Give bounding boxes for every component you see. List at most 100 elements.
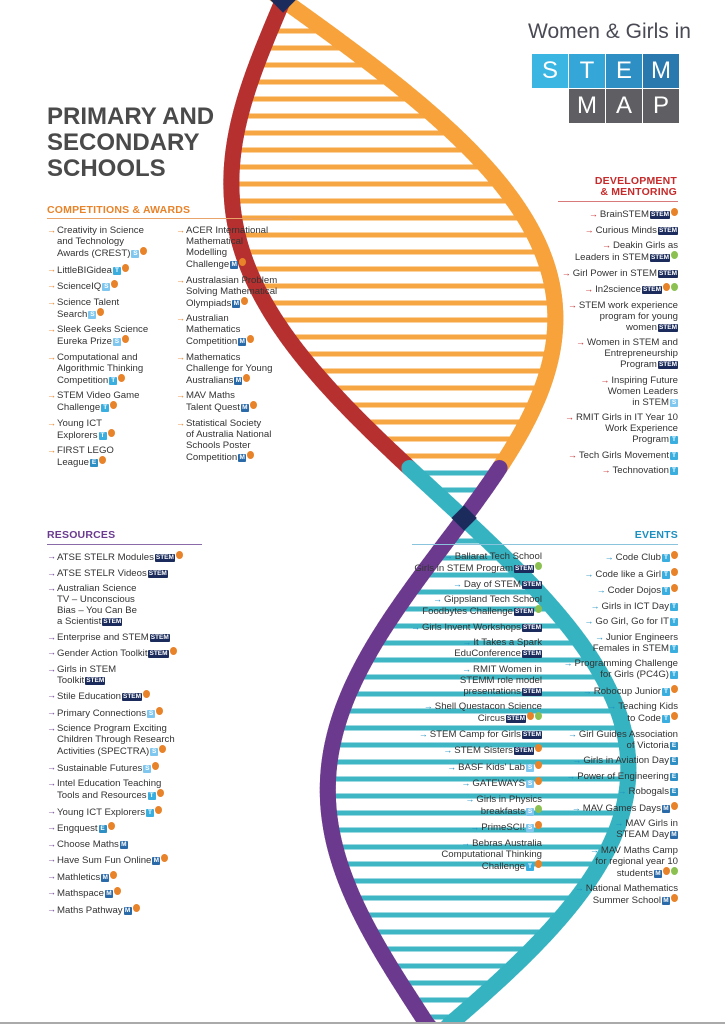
badge-dot-icon	[156, 789, 164, 797]
badge-dot-icon	[99, 456, 107, 464]
list-item[interactable]: → Robogals E	[552, 786, 678, 797]
list-item-text: Have Sum Fun Online	[57, 855, 152, 866]
list-item-text: Activities (SPECTRA)	[57, 746, 150, 757]
list-item-text: Australian Science	[57, 583, 137, 594]
list-item[interactable]: → Girls in Physics breakfasts S	[410, 794, 542, 817]
list-item[interactable]: → Robocup Junior T	[552, 684, 678, 697]
list-item[interactable]: → Inspiring Future Women Leaders in STEM S	[540, 375, 678, 408]
badge-stem: STEM	[657, 226, 678, 235]
list-item[interactable]: → Junior Engineers Females in STEM T	[552, 632, 678, 654]
list-item[interactable]: ACER InternationalMathematicalModellingC…	[176, 225, 294, 270]
badge-s: S	[147, 709, 156, 718]
list-item-text: Eureka Prize	[57, 336, 112, 347]
list-item-text: BASF Kids' Lab	[458, 761, 525, 773]
list-item[interactable]: → RMIT Girls in IT Year 10 Work Experience…	[540, 412, 678, 445]
list-item[interactable]: → Girls in Aviation Day E	[552, 755, 678, 766]
list-item[interactable]: → RMIT Women in STEMM role model presentati…	[410, 664, 542, 697]
list-item[interactable]: → Gippsland Tech School Foodbytes Challeng…	[410, 594, 542, 617]
competitions-rule	[47, 218, 292, 219]
list-item[interactable]: → Bebras Australia Computational Thinking C…	[410, 838, 542, 872]
badge-s: S	[112, 338, 121, 346]
list-item[interactable]: → MAV Games Days M	[552, 801, 678, 814]
arrow-icon: →	[572, 755, 582, 765]
list-item[interactable]: → Code like a Girl T	[552, 567, 678, 580]
list-item[interactable]: → It Takes a Spark EduConference STEM	[410, 637, 542, 659]
list-item[interactable]: → Girl Power in STEM STEM	[540, 268, 678, 279]
list-item[interactable]: → Deakin Girls as Leaders in STEM STEM	[540, 240, 678, 263]
badge-dot-icon	[671, 684, 678, 693]
list-item[interactable]: → Girl Guides Association of Victoria E	[552, 729, 678, 751]
list-item[interactable]: → Girls Invent Workshops STEM	[410, 622, 542, 633]
list-item[interactable]: → GATEWAYS S	[410, 777, 542, 789]
competitions-heading: COMPETITIONS & AWARDS	[47, 204, 191, 216]
list-item[interactable]: → In2science STEM	[540, 283, 678, 295]
logo-title: Women & Girls in	[528, 20, 691, 43]
list-item-text: program for young	[599, 310, 678, 322]
list-item-text: Creativity in Science	[57, 225, 144, 236]
list-item[interactable]: → Coder Dojos T	[552, 584, 678, 596]
list-item[interactable]: → STEM work experience program for young wo…	[540, 300, 678, 333]
list-item[interactable]: → Day of STEM STEM	[410, 579, 542, 590]
list-item[interactable]: → PrimeSCI! S	[410, 821, 542, 833]
list-item[interactable]: → BrainSTEM STEM	[540, 208, 678, 220]
list-item[interactable]: → Ballarat Tech School Girls in STEM Progr…	[410, 551, 542, 574]
list-item[interactable]: → Shell Questacon Science Circus STEM	[410, 701, 542, 724]
list-item[interactable]: → National Mathematics Summer School M	[552, 883, 678, 906]
list-item[interactable]: → Curious Minds STEM	[540, 225, 678, 236]
list-item[interactable]: → Code Club T	[552, 551, 678, 563]
list-item[interactable]: → STEM Sisters STEM	[410, 744, 542, 756]
list-item-text: FIRST LEGO	[57, 445, 114, 456]
list-item[interactable]: → MAV Girls in STEAM Day M	[552, 818, 678, 840]
list-item[interactable]: → Programming Challenge for Girls (PC4G) T	[552, 658, 678, 680]
list-item[interactable]: → Go Girl, Go for IT T	[552, 616, 678, 627]
badge-t: T	[662, 687, 670, 696]
arrow-icon: →	[588, 209, 598, 219]
list-item[interactable]: → Power of Engineering E	[552, 771, 678, 782]
list-item[interactable]: → MAV Maths Camp for regional year 10 stude…	[552, 845, 678, 879]
list-item[interactable]: → Women in STEM and Entrepreneurship Progra…	[540, 337, 678, 370]
list-item[interactable]: → Tech Girls Movement T	[540, 450, 678, 461]
badge-stem: STEM	[649, 254, 670, 262]
list-item[interactable]: → Girls in ICT Day T	[552, 601, 678, 612]
list-item-text: Code like a Girl	[595, 568, 661, 580]
list-item-text: Women in STEM and	[587, 337, 678, 348]
list-item[interactable]: → Technovation T	[540, 465, 678, 476]
list-item[interactable]: → STEM Camp for Girls STEM	[410, 729, 542, 740]
list-item-text: In2science	[595, 284, 641, 295]
list-item[interactable]: → BASF Kids' Lab S	[410, 760, 542, 773]
page-title-line: PRIMARY AND	[47, 103, 215, 130]
list-item[interactable]: → Teaching Kids to Code T	[552, 701, 678, 724]
